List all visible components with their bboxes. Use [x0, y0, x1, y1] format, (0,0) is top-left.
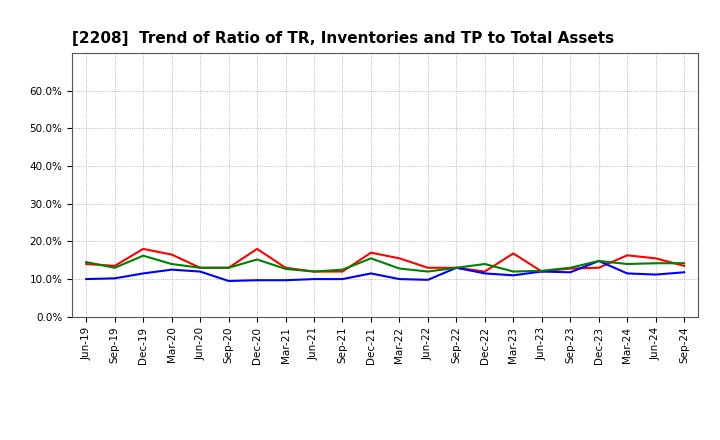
Trade Receivables — [595, 265, 603, 271]
Inventories — [652, 272, 660, 277]
Trade Payables — [680, 260, 688, 266]
Trade Payables — [366, 256, 375, 261]
Trade Receivables — [139, 246, 148, 252]
Inventories — [423, 277, 432, 282]
Inventories — [480, 271, 489, 276]
Trade Receivables — [480, 269, 489, 274]
Trade Receivables — [225, 265, 233, 271]
Trade Receivables — [566, 266, 575, 271]
Inventories — [167, 267, 176, 272]
Trade Receivables — [680, 263, 688, 268]
Trade Receivables — [196, 265, 204, 271]
Trade Receivables — [452, 265, 461, 271]
Trade Payables — [652, 260, 660, 266]
Trade Payables — [623, 261, 631, 267]
Trade Payables — [196, 265, 204, 271]
Line: Inventories: Inventories — [86, 261, 684, 281]
Trade Receivables — [338, 269, 347, 274]
Inventories — [680, 270, 688, 275]
Line: Trade Receivables: Trade Receivables — [86, 249, 684, 271]
Inventories — [623, 271, 631, 276]
Trade Payables — [595, 258, 603, 264]
Trade Receivables — [623, 253, 631, 258]
Inventories — [338, 276, 347, 282]
Trade Receivables — [253, 246, 261, 252]
Trade Payables — [338, 267, 347, 272]
Inventories — [395, 276, 404, 282]
Inventories — [225, 279, 233, 284]
Trade Receivables — [310, 269, 318, 274]
Inventories — [253, 278, 261, 283]
Trade Receivables — [167, 252, 176, 257]
Inventories — [82, 276, 91, 282]
Trade Payables — [282, 266, 290, 271]
Trade Receivables — [82, 261, 91, 267]
Trade Receivables — [282, 265, 290, 271]
Trade Payables — [310, 269, 318, 274]
Trade Receivables — [423, 265, 432, 271]
Inventories — [366, 271, 375, 276]
Line: Trade Payables: Trade Payables — [86, 256, 684, 271]
Trade Payables — [566, 265, 575, 271]
Trade Payables — [139, 253, 148, 258]
Inventories — [310, 276, 318, 282]
Trade Payables — [253, 257, 261, 262]
Trade Payables — [395, 266, 404, 271]
Trade Receivables — [395, 256, 404, 261]
Trade Receivables — [537, 269, 546, 274]
Inventories — [196, 269, 204, 274]
Trade Payables — [423, 269, 432, 274]
Text: [2208]  Trend of Ratio of TR, Inventories and TP to Total Assets: [2208] Trend of Ratio of TR, Inventories… — [72, 31, 614, 46]
Inventories — [452, 265, 461, 271]
Trade Payables — [480, 261, 489, 267]
Trade Payables — [110, 265, 119, 271]
Trade Payables — [509, 269, 518, 274]
Trade Receivables — [509, 251, 518, 256]
Inventories — [282, 278, 290, 283]
Trade Payables — [82, 260, 91, 265]
Trade Payables — [225, 265, 233, 271]
Trade Payables — [167, 261, 176, 267]
Trade Receivables — [366, 250, 375, 255]
Trade Payables — [537, 268, 546, 273]
Trade Receivables — [110, 263, 119, 268]
Trade Receivables — [652, 256, 660, 261]
Inventories — [566, 270, 575, 275]
Inventories — [139, 271, 148, 276]
Inventories — [110, 276, 119, 281]
Trade Payables — [452, 265, 461, 271]
Inventories — [537, 269, 546, 274]
Inventories — [595, 258, 603, 264]
Inventories — [509, 273, 518, 278]
